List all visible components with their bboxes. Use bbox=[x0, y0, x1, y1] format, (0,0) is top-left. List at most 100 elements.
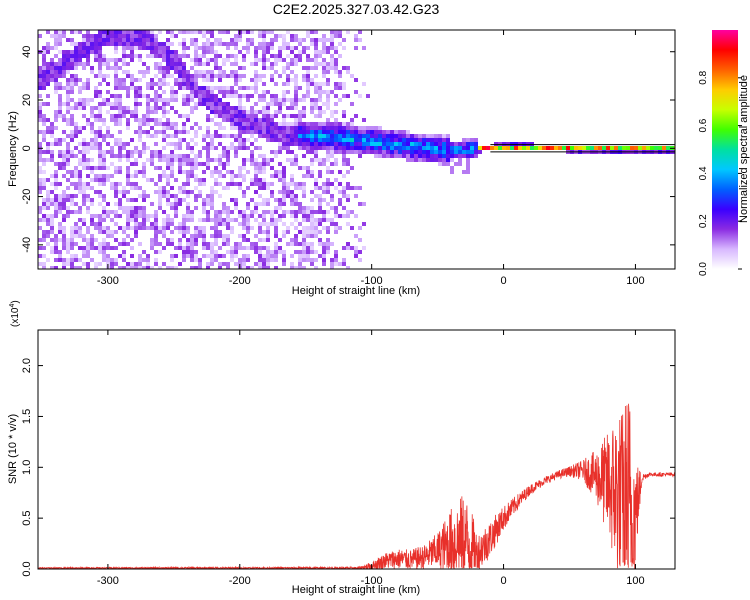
spectrogram-cell bbox=[178, 70, 182, 74]
spectrogram-cell bbox=[294, 214, 298, 218]
spectrogram-cell bbox=[410, 150, 414, 154]
spectrogram-cell bbox=[290, 266, 294, 269]
spectrogram-cell bbox=[302, 174, 306, 178]
spectrogram-cell bbox=[130, 74, 134, 78]
spectrogram-cell bbox=[74, 46, 78, 50]
spectrogram-cell bbox=[250, 122, 254, 126]
spectrogram-cell bbox=[134, 98, 138, 102]
spectrogram-cell bbox=[298, 42, 302, 46]
spectrogram-cell bbox=[190, 246, 194, 250]
spectrogram-cell bbox=[202, 238, 206, 242]
spectrogram-cell bbox=[70, 42, 74, 46]
spectrogram-cell bbox=[270, 194, 274, 198]
spectrogram-cell bbox=[182, 226, 186, 230]
spectrogram-cell bbox=[342, 130, 346, 134]
spectrogram-cell bbox=[198, 218, 202, 222]
spectrogram-cell bbox=[62, 34, 66, 38]
spectrogram-cell bbox=[450, 158, 454, 162]
spectrogram-cell bbox=[146, 258, 150, 262]
spectrogram-cell bbox=[334, 186, 338, 190]
spectrogram-cell bbox=[74, 134, 78, 138]
spectrogram-cell bbox=[262, 266, 266, 269]
spectrogram-cell bbox=[354, 46, 358, 50]
spectrogram-cell bbox=[274, 258, 278, 262]
spectrogram-cell bbox=[230, 226, 234, 230]
spectrogram-cell bbox=[246, 46, 250, 50]
spectrogram-cell bbox=[310, 138, 314, 142]
spectrogram-cell bbox=[186, 242, 190, 246]
spectrogram-cell bbox=[146, 54, 150, 58]
spectrogram-cell bbox=[246, 214, 250, 218]
spectrogram-cell bbox=[522, 142, 526, 146]
spectrogram-cell bbox=[54, 242, 58, 246]
spectrogram-cell bbox=[254, 126, 258, 130]
spectrogram-cell bbox=[42, 74, 46, 78]
spectrogram-cell bbox=[306, 74, 310, 78]
spectrogram-cell bbox=[94, 142, 98, 146]
spectrogram-cell bbox=[126, 206, 130, 210]
spectrogram-cell bbox=[106, 74, 110, 78]
spectrogram-cell bbox=[210, 110, 214, 114]
spectrogram-cell bbox=[138, 94, 142, 98]
spectrogram-cell bbox=[134, 114, 138, 118]
spectrogram-cell bbox=[58, 250, 62, 254]
spectrogram-cell bbox=[274, 150, 278, 154]
spectrogram-cell bbox=[286, 150, 290, 154]
spectrogram-cell bbox=[186, 182, 190, 186]
spectrogram-cell bbox=[198, 58, 202, 62]
spectrogram-cell bbox=[278, 214, 282, 218]
spectrogram-cell bbox=[246, 126, 250, 130]
spectrogram-cell bbox=[38, 102, 42, 106]
spectrogram-cell bbox=[262, 118, 266, 122]
spectrogram-cell bbox=[322, 214, 326, 218]
spectrogram-cell bbox=[186, 154, 190, 158]
spectrogram-cell bbox=[66, 66, 70, 70]
spectrogram-cell bbox=[190, 78, 194, 82]
spectrogram-cell bbox=[138, 262, 142, 266]
spectrogram-cell bbox=[318, 218, 322, 222]
spectrogram-cell bbox=[202, 74, 206, 78]
spectrogram-cell bbox=[214, 98, 218, 102]
spectrogram-cell bbox=[262, 154, 266, 158]
spectrogram-cell bbox=[126, 118, 130, 122]
spectrogram-cell bbox=[318, 114, 322, 118]
spectrogram-cell bbox=[66, 58, 70, 62]
spectrogram-cell bbox=[98, 174, 102, 178]
spectrogram-cell bbox=[86, 118, 90, 122]
spectrogram-cell bbox=[442, 158, 446, 162]
spectrogram-cell bbox=[250, 162, 254, 166]
spectrogram-cell bbox=[454, 154, 458, 158]
spectrogram-cell bbox=[134, 106, 138, 110]
spectrogram-cell bbox=[82, 250, 86, 254]
spectrogram-cell bbox=[198, 262, 202, 266]
spectrogram-cell bbox=[202, 210, 206, 214]
spectrogram-cell bbox=[238, 122, 242, 126]
spectrogram-cell bbox=[166, 118, 170, 122]
spectrogram-cell bbox=[242, 130, 246, 134]
spectrogram-cell bbox=[134, 222, 138, 226]
spectrogram-cell bbox=[314, 130, 318, 134]
spectrogram-cell bbox=[286, 30, 290, 34]
spectrogram-cell bbox=[210, 86, 214, 90]
spectrogram-cell bbox=[150, 98, 154, 102]
spectrogram-cell bbox=[114, 238, 118, 242]
spectrogram-cell bbox=[390, 130, 394, 134]
spectrogram-cell bbox=[98, 154, 102, 158]
spectrogram-cell bbox=[274, 230, 278, 234]
spectrogram-cell bbox=[42, 86, 46, 90]
spectrogram-cell bbox=[46, 234, 50, 238]
spectrogram-cell bbox=[94, 178, 98, 182]
spectrogram-cell bbox=[126, 154, 130, 158]
spectrogram-cell bbox=[118, 214, 122, 218]
spectrogram-cell bbox=[306, 258, 310, 262]
colorbar-tick-label: 0.2 bbox=[698, 214, 709, 228]
spectrogram-cell bbox=[250, 246, 254, 250]
spectrogram-cell bbox=[310, 170, 314, 174]
spectrogram-cell bbox=[318, 146, 322, 150]
spectrogram-cell bbox=[258, 74, 262, 78]
spectrogram-cell bbox=[326, 122, 330, 126]
spectrogram-cell bbox=[66, 142, 70, 146]
spectrogram-cell bbox=[274, 218, 278, 222]
spectrogram-cell bbox=[130, 186, 134, 190]
spectrogram-cell bbox=[330, 146, 334, 150]
